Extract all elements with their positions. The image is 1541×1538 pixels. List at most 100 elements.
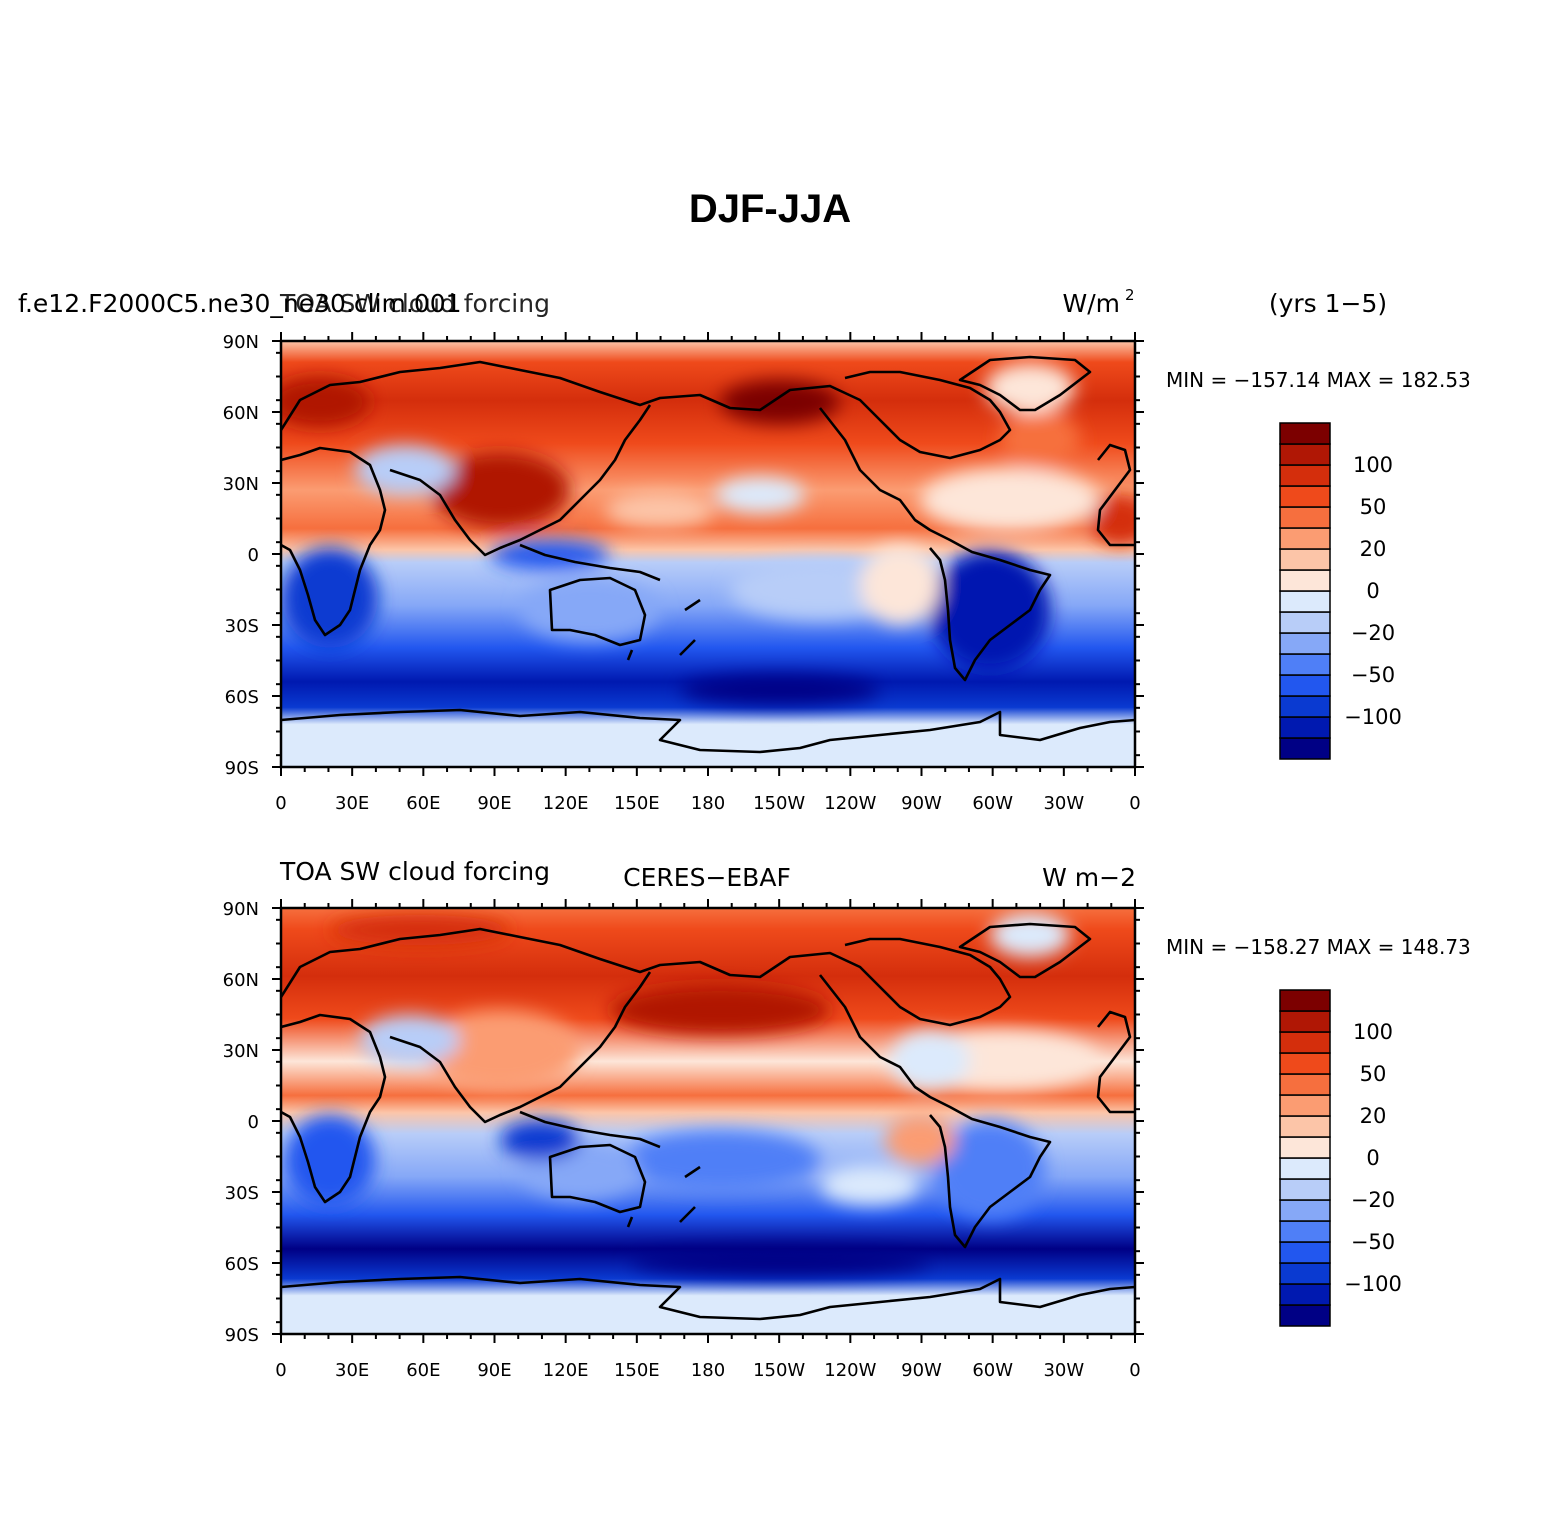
years-label: (yrs 1−5) <box>1269 289 1387 318</box>
lon-tick-label: 30W <box>1043 1360 1084 1381</box>
panel-model: f.e12.F2000C5.ne30_ne30.clim.001 TOA SW … <box>18 286 1471 814</box>
lat-tick-label: 60N <box>223 970 259 991</box>
lon-tick-label: 150E <box>614 1360 660 1381</box>
colorbar-swatch <box>1279 527 1331 550</box>
lon-tick-label: 30E <box>335 1360 369 1381</box>
lon-tick-label: 60W <box>972 793 1013 814</box>
lat-tick-label: 90N <box>223 332 259 353</box>
panel-obs-field <box>281 908 1135 1334</box>
lon-tick-label: 30E <box>335 793 369 814</box>
colorbar-swatch <box>1279 1115 1331 1138</box>
colorbar-swatch <box>1279 1010 1331 1033</box>
lon-tick-label: 90E <box>477 1360 511 1381</box>
colorbar-swatch <box>1279 1052 1331 1075</box>
colorbar-swatch <box>1279 590 1331 613</box>
lon-tick-label: 0 <box>275 1360 286 1381</box>
cb-label: 50 <box>1360 495 1387 519</box>
panel-obs-coastlines <box>281 922 1135 1321</box>
colorbar-swatch <box>1279 1073 1331 1096</box>
lon-tick-label: 90W <box>901 793 942 814</box>
lat-tick-label: 30S <box>225 1183 259 1204</box>
cb-label: −50 <box>1351 1230 1395 1254</box>
cb-label: −100 <box>1344 705 1402 729</box>
panel-obs-variable-label: TOA SW cloud forcing <box>279 857 550 886</box>
lon-tick-label: 120W <box>824 793 876 814</box>
colorbar-swatch <box>1279 632 1331 655</box>
colorbar-swatch <box>1279 695 1331 718</box>
lat-tick-label: 30N <box>223 474 259 495</box>
panel-obs-source-label: CERES−EBAF <box>623 863 791 892</box>
cb-label: −50 <box>1351 663 1395 687</box>
panel-model-variable-label: TOA SW cloud forcing <box>279 289 550 318</box>
lon-tick-label: 0 <box>1129 793 1140 814</box>
lat-tick-label: 90S <box>225 758 259 779</box>
lon-tick-label: 0 <box>275 793 286 814</box>
lon-tick-label: 120E <box>543 793 589 814</box>
colorbar-swatch <box>1279 674 1331 697</box>
panel-obs-units-label: W m−2 <box>1042 863 1136 892</box>
cb-label: 0 <box>1366 1146 1379 1170</box>
cb-label: 100 <box>1353 453 1393 477</box>
colorbar-swatch <box>1279 1136 1331 1159</box>
colorbar-swatch <box>1279 1178 1331 1201</box>
panel-obs-min-max: MIN = −158.27 MAX = 148.73 <box>1166 935 1471 959</box>
cb-label: 0 <box>1366 579 1379 603</box>
colorbar-swatch <box>1279 1031 1331 1054</box>
colorbar-swatch <box>1279 1094 1331 1117</box>
lon-tick-label: 60E <box>406 793 440 814</box>
panel-model-field <box>281 341 1135 767</box>
panel-model-coastlines <box>281 355 1135 754</box>
lat-tick-label: 0 <box>248 1112 259 1133</box>
lon-tick-label: 120E <box>543 1360 589 1381</box>
panel-obs-colorbar: 100 50 20 0 −20 −50 −100 <box>1279 989 1402 1327</box>
colorbar-swatch <box>1279 1304 1331 1327</box>
lat-tick-label: 90N <box>223 899 259 920</box>
lon-tick-label: 150W <box>753 793 805 814</box>
colorbar-swatch <box>1279 1157 1331 1180</box>
panel-model-case-label: f.e12.F2000C5.ne30_ne30.clim.001 <box>18 289 462 318</box>
colorbar-swatch <box>1279 1199 1331 1222</box>
cb-label: −20 <box>1351 1188 1395 1212</box>
cb-label: −100 <box>1344 1272 1402 1296</box>
cb-label: −20 <box>1351 621 1395 645</box>
panel-model-units-label: W/m <box>1063 289 1121 318</box>
figure-title: DJF-JJA <box>689 187 851 231</box>
colorbar-swatch <box>1279 737 1331 760</box>
panel-observations: TOA SW cloud forcing CERES−EBAF W m−2 MI… <box>223 857 1471 1381</box>
lon-tick-label: 60W <box>972 1360 1013 1381</box>
colorbar-swatch <box>1279 1220 1331 1243</box>
lon-tick-label: 90E <box>477 793 511 814</box>
cb-label: 100 <box>1353 1020 1393 1044</box>
colorbar-swatch <box>1279 1262 1331 1285</box>
lon-tick-label: 60E <box>406 1360 440 1381</box>
panel-model-units-sup: 2 <box>1125 286 1135 304</box>
lon-tick-label: 30W <box>1043 793 1084 814</box>
lon-tick-label: 180 <box>691 793 725 814</box>
lat-tick-label: 60N <box>223 403 259 424</box>
colorbar-swatch <box>1279 443 1331 466</box>
colorbar-swatch <box>1279 611 1331 634</box>
cb-label: 20 <box>1360 537 1387 561</box>
panel-model-ticks: 90N 60N 30N 0 30S 60S 90S 0 30E 60E 90E 120E 150E 180… <box>223 332 1144 814</box>
colorbar-swatch <box>1279 569 1331 592</box>
lon-tick-label: 90W <box>901 1360 942 1381</box>
colorbar-swatch <box>1279 506 1331 529</box>
lon-tick-label: 0 <box>1129 1360 1140 1381</box>
colorbar-swatch <box>1279 989 1331 1012</box>
lat-tick-label: 30S <box>225 616 259 637</box>
colorbar-swatch <box>1279 464 1331 487</box>
lat-tick-label: 0 <box>248 545 259 566</box>
lat-tick-label: 30N <box>223 1041 259 1062</box>
units-text: W/m <box>1063 289 1121 318</box>
panel-model-min-max: MIN = −157.14 MAX = 182.53 <box>1166 368 1471 392</box>
colorbar-swatch <box>1279 485 1331 508</box>
lat-tick-label: 60S <box>225 1254 259 1275</box>
colorbar-swatch <box>1279 1241 1331 1264</box>
colorbar-swatch <box>1279 422 1331 445</box>
cb-label: 50 <box>1360 1062 1387 1086</box>
panel-obs-ticks: 90N 60N 30N 0 30S 60S 90S 0 30E 60E 90E 120E 150E 180… <box>223 899 1144 1381</box>
panel-model-colorbar: 100 50 20 0 −20 −50 −100 <box>1279 422 1402 760</box>
colorbar-swatch <box>1279 1283 1331 1306</box>
lon-tick-label: 180 <box>691 1360 725 1381</box>
